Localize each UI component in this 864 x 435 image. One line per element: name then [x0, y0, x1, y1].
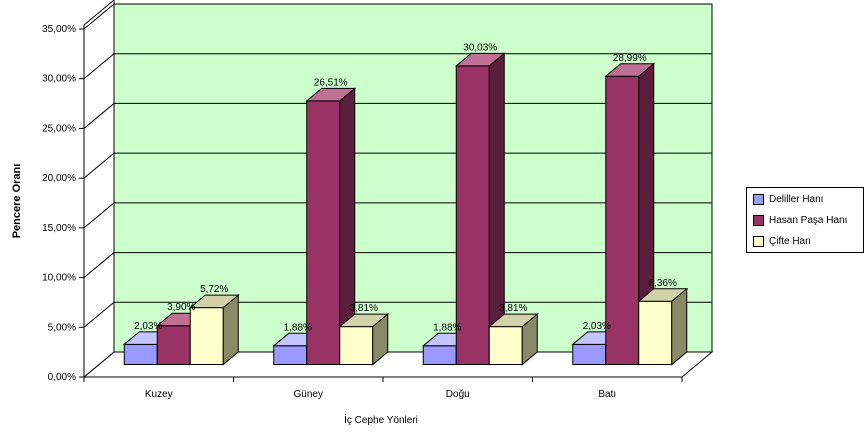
- legend-swatch: [753, 235, 764, 247]
- bar-front: [422, 345, 457, 366]
- legend-swatch: [753, 193, 764, 205]
- bar-front: [156, 325, 191, 366]
- bar-top: [604, 63, 656, 77]
- bar-front: [339, 326, 374, 365]
- data-label: 3,90%: [167, 302, 195, 313]
- bar-top: [454, 52, 506, 67]
- legend-item-hasan-pasa: Hasan Paşa Hanı: [753, 214, 847, 228]
- bar-front: [123, 343, 158, 366]
- x-tick-label: Güney: [294, 389, 323, 400]
- data-label: 6,36%: [649, 278, 677, 289]
- bar-front: [488, 326, 523, 365]
- legend-item-cifte-han: Çifte Han: [753, 235, 811, 249]
- data-label: 28,99%: [613, 53, 647, 64]
- data-label: 30,03%: [463, 42, 497, 53]
- data-label: 26,51%: [314, 77, 348, 88]
- y-tick-label: 15,00%: [42, 223, 76, 234]
- bar: [604, 62, 656, 366]
- data-label: 3,81%: [350, 303, 378, 314]
- bar-top: [305, 87, 357, 102]
- bar-front: [605, 75, 640, 366]
- bar: [454, 52, 506, 366]
- bar: [338, 313, 390, 366]
- bar: [305, 87, 357, 366]
- bar: [188, 294, 240, 366]
- gridline-side: [83, 53, 115, 80]
- bar-front: [638, 300, 673, 365]
- gridline-side: [83, 103, 115, 129]
- data-label: 1,88%: [433, 322, 461, 333]
- legend-item-deliller: Deliller Hanı: [753, 193, 823, 207]
- gridline-side: [83, 252, 115, 278]
- gridline-side: [83, 301, 115, 328]
- x-tick-label: Doğu: [446, 389, 470, 400]
- data-labels: 2,03% 3,90% 5,72% 1,88% 26,51% 3,81% 1,88% 30,0…: [134, 42, 677, 333]
- bars: [122, 52, 689, 366]
- data-label: 5,72%: [200, 284, 228, 295]
- data-label: 2,03%: [134, 321, 162, 332]
- bar-front: [572, 343, 607, 366]
- gridline-side: [83, 152, 115, 179]
- legend-swatch: [753, 214, 764, 226]
- data-label: 1,88%: [284, 322, 312, 333]
- chart-side-wall: [83, 0, 115, 379]
- gridline-side: [83, 3, 115, 30]
- chart-legend: Deliller Hanı Hasan Paşa Hanı Çifte Han: [746, 187, 864, 253]
- x-axis: Kuzey Güney Doğu Batı: [83, 376, 683, 400]
- bar-front: [189, 307, 224, 366]
- y-axis: 0,00% 5,00% 10,00% 15,00% 20,00% 25,00% 30,00%…: [42, 24, 85, 383]
- bar: [637, 287, 689, 366]
- x-tick-label: Batı: [598, 389, 616, 400]
- legend-label: Çifte Han: [769, 236, 811, 247]
- bar-top: [188, 294, 240, 309]
- y-tick-label: 35,00%: [42, 24, 76, 35]
- gridline-side: [83, 202, 115, 229]
- y-tick-label: 30,00%: [42, 74, 76, 85]
- bar-top: [338, 313, 390, 328]
- bar-side: [671, 287, 688, 366]
- y-tick-label: 5,00%: [48, 322, 76, 333]
- y-tick-label: 20,00%: [42, 173, 76, 184]
- bar-top: [487, 313, 539, 328]
- y-tick-label: 25,00%: [42, 123, 76, 134]
- bar-top: [637, 288, 689, 302]
- bar-front: [455, 65, 490, 366]
- bar: [487, 313, 539, 366]
- x-tick-label: Kuzey: [145, 389, 173, 400]
- y-tick-label: 0,00%: [48, 372, 76, 383]
- data-label: 2,03%: [583, 321, 611, 332]
- bar-front: [273, 345, 308, 366]
- y-axis-title: Pencere Oranı: [11, 164, 23, 239]
- x-axis-title: İç Cephe Yönleri: [344, 413, 418, 426]
- legend-label: Hasan Paşa Hanı: [769, 215, 848, 226]
- y-tick-label: 10,00%: [42, 273, 76, 284]
- data-label: 3,81%: [499, 303, 527, 314]
- legend-label: Deliller Hanı: [769, 194, 824, 205]
